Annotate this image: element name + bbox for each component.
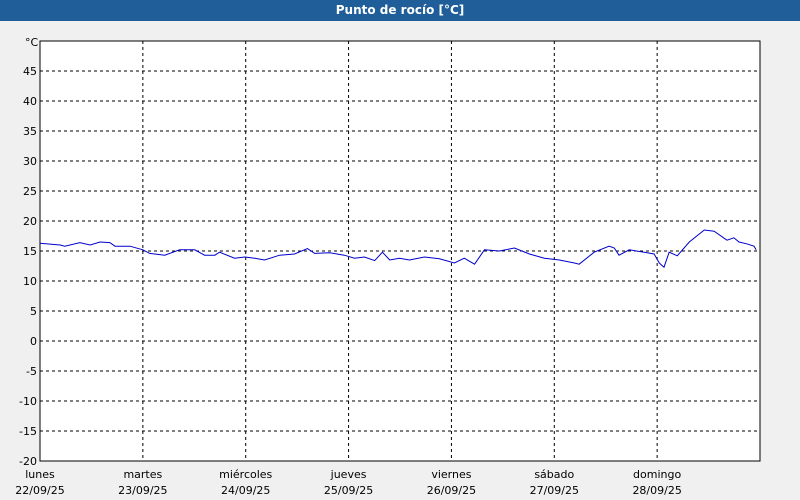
y-tick-label: 10: [23, 275, 37, 288]
y-tick-label: 40: [23, 95, 37, 108]
x-tick-label: martes: [123, 468, 162, 481]
y-tick-label: -20: [19, 455, 37, 468]
x-tick-date: 27/09/25: [530, 484, 579, 497]
x-tick-label: miércoles: [219, 468, 272, 481]
x-tick-label: jueves: [330, 468, 367, 481]
y-tick-label: 30: [23, 155, 37, 168]
x-tick-date: 25/09/25: [324, 484, 373, 497]
y-tick-label: 5: [30, 305, 37, 318]
y-tick-label: 25: [23, 185, 37, 198]
x-tick-date: 22/09/25: [15, 484, 64, 497]
y-tick-label: -15: [19, 425, 37, 438]
y-tick-label: 35: [23, 125, 37, 138]
y-tick-label: 45: [23, 65, 37, 78]
x-tick-label: domingo: [633, 468, 681, 481]
y-tick-label: -10: [19, 395, 37, 408]
x-tick-date: 23/09/25: [118, 484, 167, 497]
y-tick-label: 0: [30, 335, 37, 348]
y-axis-label: °C: [25, 36, 39, 49]
title-bar: Punto de rocío [°C]: [0, 0, 800, 21]
data-line: [39, 229, 757, 269]
x-tick-date: 24/09/25: [221, 484, 270, 497]
y-tick-label: 15: [23, 245, 37, 258]
y-tick-label: -5: [26, 365, 37, 378]
x-tick-label: viernes: [431, 468, 471, 481]
x-tick-label: lunes: [25, 468, 55, 481]
x-tick-date: 26/09/25: [427, 484, 476, 497]
x-tick-date: 28/09/25: [632, 484, 681, 497]
x-tick-label: sábado: [534, 468, 574, 481]
y-tick-label: 20: [23, 215, 37, 228]
chart: °C -20 -15 -10 -5 0 5 10 15 20 25 30 35 40 45 lunes 22/…: [15, 36, 761, 497]
